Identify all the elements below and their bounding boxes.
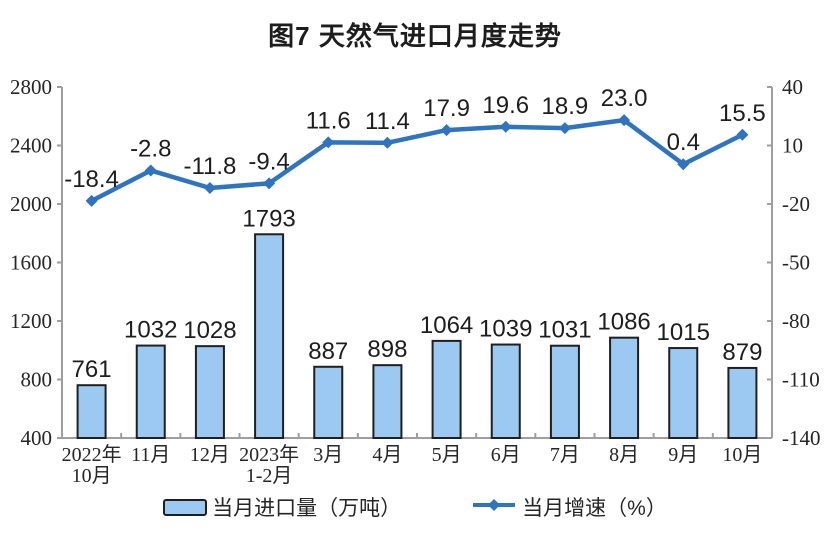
line-marker-diamond-icon — [263, 177, 276, 190]
line-series-swatch-icon — [471, 497, 517, 518]
bar-value-label: 1028 — [183, 317, 236, 344]
line-value-label: 18.9 — [542, 93, 589, 120]
bar-import-volume — [194, 345, 225, 439]
bar-import-volume — [372, 364, 403, 440]
line-value-label: 19.6 — [482, 92, 529, 119]
bar-value-label: 887 — [308, 338, 348, 365]
line-marker-diamond-icon — [203, 182, 216, 195]
line-marker-diamond-icon — [322, 136, 335, 149]
bar-value-label: 761 — [72, 356, 112, 383]
bar-import-volume — [254, 233, 285, 439]
left-axis-tick-label: 1600 — [10, 251, 52, 275]
x-axis-category-label: 7月 — [550, 444, 580, 466]
x-axis-category-label: 9月 — [668, 444, 698, 466]
right-axis-tick-label: 40 — [782, 75, 803, 99]
bar-value-label: 1064 — [420, 312, 473, 339]
x-axis-category-label: 10月 — [722, 444, 762, 466]
line-marker-diamond-icon — [677, 158, 690, 171]
bar-import-volume — [135, 344, 166, 440]
right-axis-tick-label: -140 — [782, 426, 821, 450]
left-axis-tick-label: 2400 — [10, 134, 52, 158]
line-value-label: -18.4 — [64, 166, 119, 193]
line-marker-diamond-icon — [618, 114, 631, 127]
x-axis-category-label: 3月 — [313, 444, 343, 466]
right-axis-tick-label: -20 — [782, 192, 810, 216]
line-value-label: 0.4 — [667, 129, 700, 156]
line-marker-diamond-icon — [736, 128, 749, 141]
bar-value-label: 1015 — [657, 319, 710, 346]
legend: 当月进口量（万吨） 当月增速（%） — [0, 492, 830, 522]
bar-import-volume — [668, 347, 699, 439]
x-axis-category-label: 11月 — [131, 444, 170, 466]
bar-import-volume — [313, 365, 344, 439]
left-axis-tick-label: 400 — [21, 426, 53, 450]
x-axis-category-label: 12月 — [190, 444, 230, 466]
x-axis-category-label: 8月 — [609, 444, 639, 466]
bar-import-volume — [727, 366, 758, 440]
line-value-label: -9.4 — [248, 148, 289, 175]
right-axis-tick-label: -80 — [782, 309, 810, 333]
bar-value-label: 898 — [367, 336, 407, 363]
left-axis-tick-label: 800 — [21, 368, 53, 392]
legend-label-growth-rate: 当月增速（%） — [522, 497, 667, 520]
line-value-label: 15.5 — [719, 100, 766, 127]
bar-value-label: 879 — [722, 339, 762, 366]
bar-value-label: 1031 — [538, 317, 591, 344]
right-axis-tick-label: -110 — [782, 368, 820, 392]
bar-series-swatch-icon — [163, 498, 208, 516]
bar-import-volume — [609, 336, 640, 439]
bar-import-volume — [76, 384, 107, 439]
line-marker-diamond-icon — [440, 124, 453, 137]
line-value-label: -11.8 — [183, 153, 236, 180]
line-marker-diamond-icon — [85, 194, 98, 207]
bar-value-label: 1793 — [242, 205, 295, 232]
line-value-label: 23.0 — [601, 85, 648, 112]
line-value-label: 17.9 — [423, 95, 470, 122]
right-axis-tick-label: -50 — [782, 251, 810, 275]
legend-item-import-volume: 当月进口量（万吨） — [163, 492, 401, 522]
chart-title: 图7 天然气进口月度走势 — [268, 21, 562, 51]
legend-item-growth-rate: 当月增速（%） — [471, 492, 667, 522]
bar-import-volume — [431, 339, 462, 440]
bar-value-label: 1032 — [124, 317, 177, 344]
bar-import-volume — [549, 344, 580, 439]
left-axis-tick-label: 2000 — [10, 192, 52, 216]
x-axis-category-label: 4月 — [372, 444, 402, 466]
bar-value-label: 1039 — [479, 316, 532, 343]
growth-rate-line — [89, 117, 745, 204]
x-axis-category-label: 6月 — [491, 444, 521, 466]
line-value-label: 11.4 — [365, 108, 410, 135]
right-axis-tick-label: 10 — [782, 134, 803, 158]
bar-import-volume — [490, 343, 521, 440]
x-axis-category-label: 2023年 1-2月 — [239, 443, 299, 487]
x-axis-category-label: 5月 — [432, 444, 462, 466]
bar-value-label: 1086 — [597, 309, 650, 336]
line-marker-diamond-icon — [499, 120, 512, 133]
line-value-label: 11.6 — [306, 107, 351, 134]
line-marker-diamond-icon — [558, 122, 571, 135]
line-marker-diamond-icon — [381, 136, 394, 149]
left-axis-tick-label: 1200 — [10, 309, 52, 333]
x-axis-category-label: 2022年 10月 — [62, 443, 122, 487]
left-axis-tick-label: 2800 — [10, 75, 52, 99]
line-value-label: -2.8 — [130, 135, 171, 162]
legend-label-import-volume: 当月进口量（万吨） — [212, 497, 402, 520]
line-marker-diamond-icon — [144, 164, 157, 177]
